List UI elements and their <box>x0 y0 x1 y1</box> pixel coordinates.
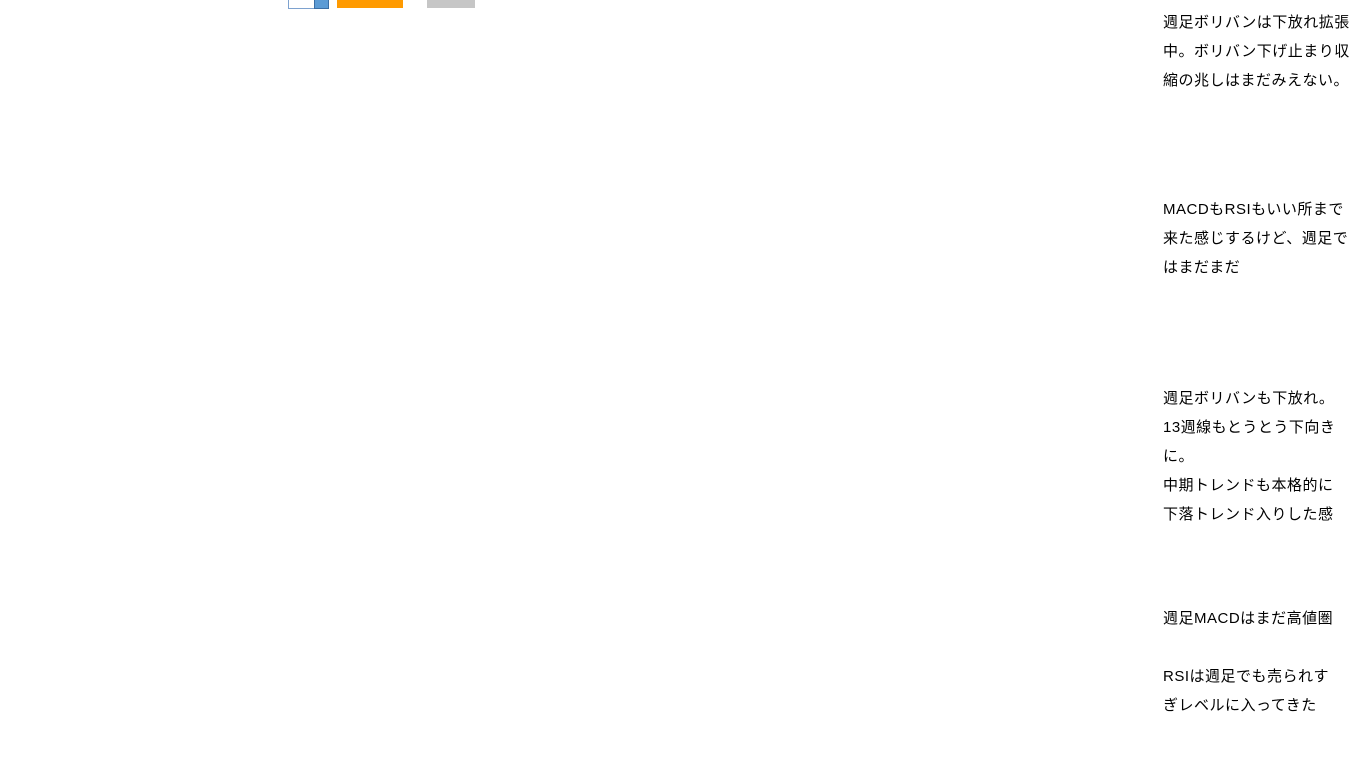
note-bottom-3: に。 <box>1163 448 1195 465</box>
note-macd-2: 来た感じするけど、週足で <box>1163 230 1349 247</box>
note-macd-3: はまだまだ <box>1163 259 1241 276</box>
toolbar-gray-button[interactable] <box>427 0 475 8</box>
toolbar-orange-button[interactable] <box>337 0 403 8</box>
dropdown-arrow-button[interactable] <box>314 0 329 9</box>
note-bottom-5: 下落トレンド入りした感 <box>1163 506 1334 523</box>
note-rsi-1: RSIは週足でも売られす <box>1163 668 1330 685</box>
note-top-3: 縮の兆しはまだみえない。 <box>1163 72 1350 89</box>
note-bottom-2: 13週線もとうとう下向き <box>1163 419 1336 436</box>
note-bottom-4: 中期トレンドも本格的に <box>1163 477 1334 494</box>
note-rsi-2: ぎレベルに入ってきた <box>1163 697 1317 714</box>
note-macd-1: MACDもRSIもいい所まで <box>1163 201 1344 218</box>
note-top-1: 週足ボリバンは下放れ拡張 <box>1163 14 1350 31</box>
note-bottom-1: 週足ボリバンも下放れ。 <box>1163 390 1335 407</box>
note-macd2-1: 週足MACDはまだ高値圏 <box>1163 610 1334 627</box>
note-top-2: 中。ボリバン下げ止まり収 <box>1163 43 1350 60</box>
